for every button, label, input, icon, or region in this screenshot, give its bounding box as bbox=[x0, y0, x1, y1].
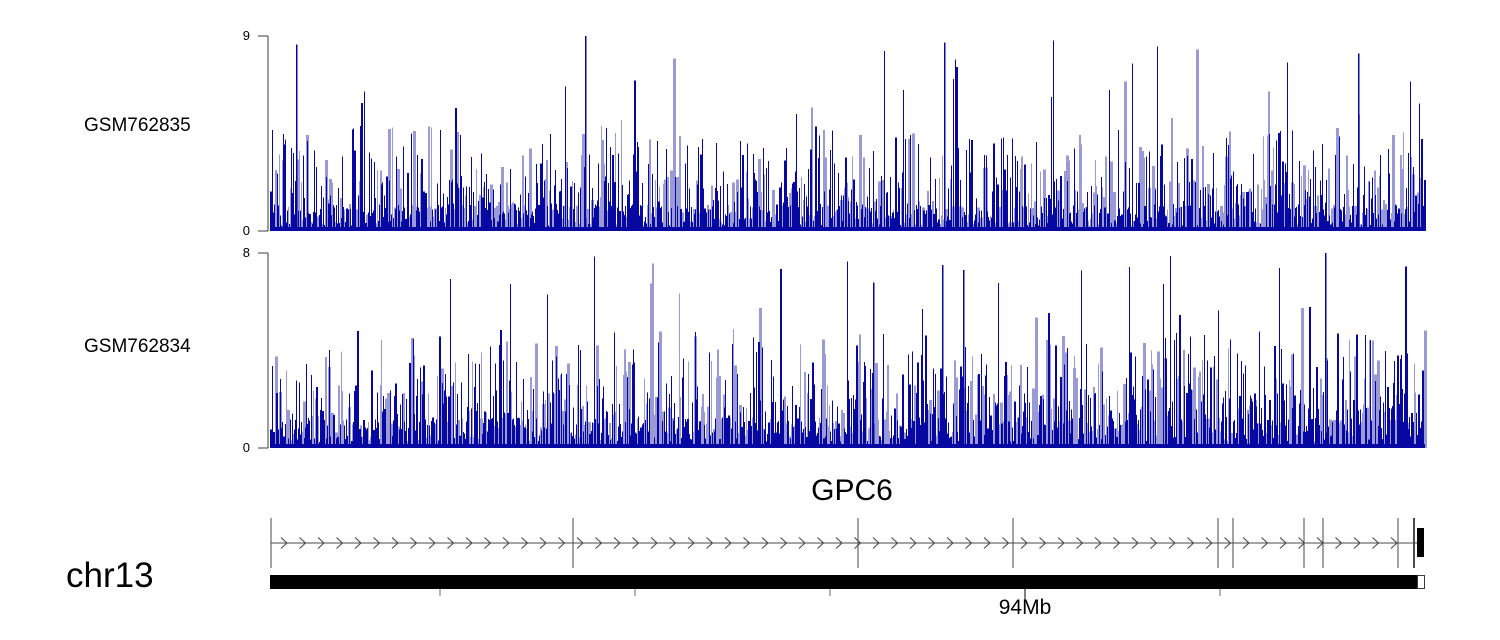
strand-direction-arrows bbox=[280, 537, 1398, 549]
track1-ymin-tick-label: 0 bbox=[242, 223, 250, 238]
track-label-gsm762834: GSM762834 bbox=[84, 336, 191, 357]
y-axis-gsm762835 bbox=[258, 35, 269, 232]
signal-bars-dark bbox=[270, 253, 1425, 448]
chromosome-end-cap bbox=[1417, 575, 1425, 589]
track-label-gsm762835: GSM762835 bbox=[84, 115, 191, 136]
gene-model-gpc6 bbox=[270, 518, 1424, 568]
chromosome-label: chr13 bbox=[66, 556, 154, 595]
track2-ymax-tick-label: 8 bbox=[242, 245, 250, 260]
signal-bars-dark bbox=[270, 36, 1426, 232]
signal-track-gsm762834 bbox=[258, 252, 1427, 449]
chromosome-axis bbox=[270, 575, 1425, 601]
position-major-tick-label: 94Mb bbox=[998, 596, 1052, 619]
y-axis-gsm762834 bbox=[258, 252, 269, 449]
signal-track-gsm762835 bbox=[258, 35, 1426, 232]
track1-ymax-tick-label: 9 bbox=[242, 28, 250, 43]
gene-name-title: GPC6 bbox=[811, 474, 893, 507]
final-exon-block bbox=[1417, 528, 1424, 557]
track2-ymin-tick-label: 0 bbox=[242, 440, 250, 455]
chromosome-bar bbox=[270, 575, 1417, 589]
exon-ticks bbox=[270, 518, 1415, 568]
